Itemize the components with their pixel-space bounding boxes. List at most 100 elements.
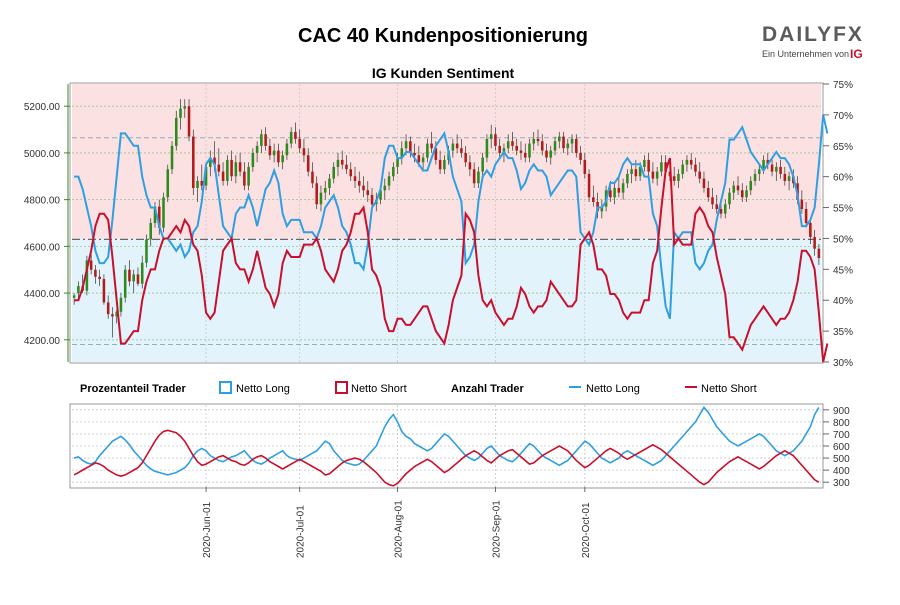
candle-up [685, 159, 689, 165]
count-tick-label: 800 [833, 418, 850, 429]
price-axis: 4200.00 4400.00 4600.00 4800.00 5000.00 5200.… [24, 84, 70, 362]
candle-up [260, 134, 263, 146]
candle-down [664, 162, 667, 172]
candle-down [357, 180, 361, 186]
legend-long-label: Netto Long [236, 383, 290, 395]
candle-up [115, 311, 118, 317]
candle-up [196, 180, 199, 188]
candle-up [506, 141, 510, 149]
candle-up [404, 141, 408, 149]
candle-down [770, 164, 774, 172]
candle-down [562, 136, 565, 149]
percent-axis: 30% 35% 40% 45% 50% 55% 60% 65% 70% 75% [823, 80, 853, 369]
candle-up [626, 173, 629, 184]
candle-up [332, 166, 336, 179]
percent-tick-label: 65% [833, 142, 853, 153]
candle-down [277, 150, 280, 163]
candle-down [706, 187, 710, 198]
candle-down [409, 141, 412, 153]
candle-up [745, 190, 748, 198]
count-tick-label: 500 [833, 454, 850, 465]
candle-up [728, 192, 731, 205]
candle-up [162, 197, 165, 228]
candle-up [638, 166, 642, 177]
candle-down [766, 159, 770, 165]
candle-down [221, 171, 225, 181]
percent-tick-label: 40% [833, 296, 853, 307]
date-tick-label: 2020-Oct-01 [581, 502, 592, 558]
percent-tick-label: 60% [833, 173, 853, 184]
candle-down [609, 190, 612, 198]
candle-down [804, 208, 808, 223]
price-tick-label: 5200.00 [24, 102, 61, 113]
candle-up [319, 192, 323, 205]
candle-up [183, 106, 187, 109]
candle-up [566, 143, 570, 149]
candle-down [592, 197, 595, 202]
net-short-pct-line [74, 157, 829, 363]
candle-down [238, 162, 242, 172]
candle-up [762, 159, 765, 170]
candle-up [149, 223, 153, 240]
candle-down [294, 131, 297, 139]
candle-down [98, 276, 101, 280]
main-grid [72, 84, 821, 362]
price-tick-label: 4400.00 [24, 289, 61, 300]
candle-up [677, 173, 680, 181]
candle-down [370, 194, 374, 205]
candle-up [328, 178, 331, 188]
candle-down [230, 159, 233, 177]
candle-down [349, 169, 353, 177]
candle-up [123, 269, 127, 298]
legend: Prozentanteil Trader Netto Long Netto Sh… [80, 381, 757, 395]
candle-up [600, 206, 604, 212]
candle-up [613, 187, 616, 198]
count-lines [73, 406, 820, 487]
price-tick-label: 4800.00 [24, 196, 61, 207]
candle-down [268, 145, 272, 156]
price-tick-label: 5000.00 [24, 149, 61, 160]
candle-up [549, 150, 553, 158]
candle-down [306, 155, 310, 172]
percent-tick-label: 70% [833, 111, 853, 122]
count-tick-label: 400 [833, 466, 850, 477]
candle-down [634, 169, 638, 177]
candle-down [740, 190, 744, 198]
candle-up [145, 239, 148, 263]
candle-up [170, 145, 174, 170]
date-tick-label: 2020-Sep-01 [491, 500, 502, 558]
candle-down [702, 178, 706, 188]
candle-up [553, 141, 557, 151]
candle-down [472, 169, 476, 184]
candle-down [106, 302, 110, 315]
long-zone-fill [72, 238, 821, 362]
candle-down [128, 269, 131, 282]
date-tick-label: 2020-Aug-01 [394, 500, 405, 558]
candle-up [426, 143, 429, 158]
candle-up [489, 134, 493, 139]
candle-up [732, 185, 736, 193]
candle-down [315, 183, 318, 205]
candle-up [451, 143, 455, 151]
candle-up [383, 185, 387, 191]
candle-up [681, 164, 684, 174]
candle-up [119, 297, 123, 312]
candle-up [528, 143, 531, 158]
count-tick-label: 900 [833, 406, 850, 417]
chart-subtitle: IG Kunden Sentiment [372, 65, 515, 81]
candle-up [140, 262, 144, 284]
candle-down [579, 152, 582, 160]
candle-down [498, 145, 501, 153]
price-candles [72, 99, 821, 338]
candle-down [438, 159, 442, 170]
candle-down [264, 134, 267, 146]
candle-up [166, 169, 170, 198]
candle-up [723, 204, 727, 214]
candle-down [468, 162, 472, 170]
candle-up [174, 117, 178, 146]
candle-up [336, 159, 340, 167]
sentiment-fill-layer [72, 84, 821, 362]
candle-up [643, 159, 646, 167]
